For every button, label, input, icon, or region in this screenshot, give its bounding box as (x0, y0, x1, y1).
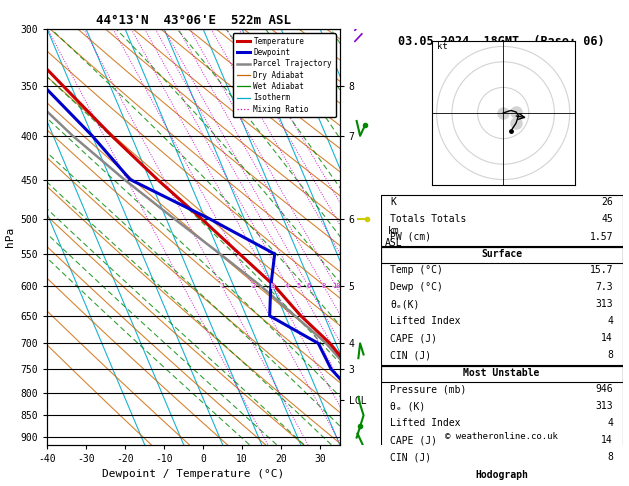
Text: 8: 8 (607, 350, 613, 360)
Text: 8: 8 (321, 283, 326, 289)
Y-axis label: km
ASL: km ASL (386, 226, 403, 248)
Bar (381, 366, 623, 467)
Text: Surface: Surface (481, 249, 522, 260)
Text: 4: 4 (285, 283, 289, 289)
Y-axis label: hPa: hPa (5, 227, 15, 247)
Text: Lifted Index: Lifted Index (390, 418, 460, 428)
Text: 1.57: 1.57 (589, 231, 613, 242)
Text: Temp (°C): Temp (°C) (390, 265, 443, 275)
Text: 3: 3 (271, 283, 275, 289)
Text: Pressure (mb): Pressure (mb) (390, 384, 467, 394)
Legend: Temperature, Dewpoint, Parcel Trajectory, Dry Adiabat, Wet Adiabat, Isotherm, Mi: Temperature, Dewpoint, Parcel Trajectory… (233, 33, 336, 117)
Text: K: K (390, 197, 396, 208)
Text: 4: 4 (607, 418, 613, 428)
Text: Totals Totals: Totals Totals (390, 214, 467, 225)
Title: 44°13'N  43°06'E  522m ASL: 44°13'N 43°06'E 522m ASL (96, 14, 291, 27)
Text: CIN (J): CIN (J) (390, 350, 431, 360)
Text: CAPE (J): CAPE (J) (390, 435, 437, 445)
Text: 10: 10 (331, 283, 340, 289)
Text: 14: 14 (601, 333, 613, 343)
Text: θₑ(K): θₑ(K) (390, 299, 420, 309)
Text: θₑ (K): θₑ (K) (390, 401, 425, 411)
Text: 313: 313 (596, 299, 613, 309)
Bar (381, 195, 623, 246)
Text: 1: 1 (220, 283, 224, 289)
Text: Hodograph: Hodograph (475, 470, 528, 480)
Text: CAPE (J): CAPE (J) (390, 333, 437, 343)
Text: © weatheronline.co.uk: © weatheronline.co.uk (445, 433, 558, 441)
X-axis label: Dewpoint / Temperature (°C): Dewpoint / Temperature (°C) (103, 469, 284, 479)
Text: 4: 4 (607, 316, 613, 326)
Bar (381, 468, 623, 484)
Text: PW (cm): PW (cm) (390, 231, 431, 242)
Text: 45: 45 (601, 214, 613, 225)
Text: Most Unstable: Most Unstable (464, 368, 540, 378)
Text: 946: 946 (596, 384, 613, 394)
Text: 5: 5 (297, 283, 301, 289)
Text: 7.3: 7.3 (596, 282, 613, 292)
Text: 2: 2 (251, 283, 255, 289)
Text: 8: 8 (607, 452, 613, 462)
Text: 03.05.2024  18GMT  (Base: 06): 03.05.2024 18GMT (Base: 06) (398, 35, 605, 49)
Text: 26: 26 (601, 197, 613, 208)
Text: 6: 6 (306, 283, 310, 289)
Bar (381, 366, 623, 382)
Bar (381, 468, 623, 486)
Bar (381, 247, 623, 263)
Text: 14: 14 (601, 435, 613, 445)
Bar (381, 247, 623, 365)
Text: kt: kt (437, 42, 447, 51)
Text: Dewp (°C): Dewp (°C) (390, 282, 443, 292)
Text: CIN (J): CIN (J) (390, 452, 431, 462)
Text: Lifted Index: Lifted Index (390, 316, 460, 326)
Text: 313: 313 (596, 401, 613, 411)
Text: 15.7: 15.7 (589, 265, 613, 275)
